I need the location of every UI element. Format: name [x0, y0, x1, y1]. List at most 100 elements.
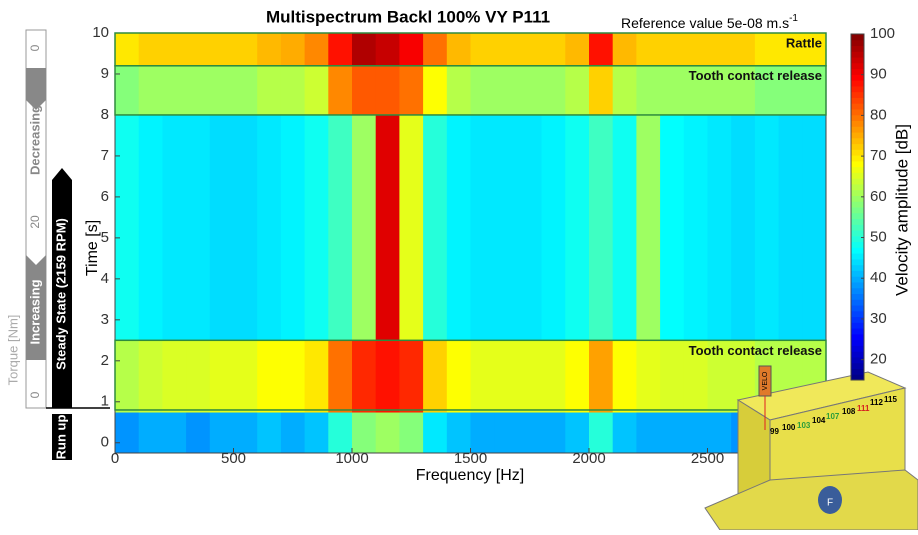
- heat-cell: [707, 340, 732, 413]
- heat-cell: [565, 33, 590, 67]
- heat-cell: [589, 340, 614, 413]
- colorbar-step: [851, 149, 864, 156]
- heat-cell: [589, 114, 614, 341]
- colorbar-step: [851, 374, 864, 381]
- sensor-point-label: 111: [857, 404, 870, 413]
- torque-arrow: [26, 68, 46, 110]
- heat-cell: [375, 340, 400, 413]
- heat-cell: [636, 412, 661, 454]
- heat-cell: [186, 33, 211, 67]
- heat-cell: [375, 114, 400, 341]
- colorbar-tick-label: 40: [870, 269, 887, 286]
- heat-cell: [233, 65, 258, 116]
- heat-cell: [494, 114, 519, 341]
- colorbar-frame: [850, 33, 865, 381]
- heat-cell: [802, 33, 827, 67]
- heat-cell: [541, 412, 566, 454]
- colorbar-tick-label: 50: [870, 228, 887, 245]
- colorbar-tick-label: 70: [870, 147, 887, 164]
- heat-cell: [257, 412, 282, 454]
- heat-cell: [280, 65, 306, 116]
- torque-phase: Increasing: [27, 279, 42, 344]
- heat-cell: [115, 340, 140, 413]
- colorbar-step: [851, 34, 864, 41]
- heat-cell: [162, 340, 187, 413]
- heat-cell: [115, 33, 140, 67]
- heat-cell: [115, 114, 140, 341]
- heat-cell: [612, 65, 637, 116]
- colorbar-step: [851, 143, 864, 150]
- heat-cell: [636, 65, 661, 116]
- colorbar-tick-label: 90: [870, 66, 887, 83]
- heat-cell: [754, 33, 780, 67]
- torque-value: 20: [28, 215, 42, 229]
- heat-cell: [446, 33, 471, 67]
- colorbar-step: [851, 299, 864, 306]
- chart-title: Multispectrum Backl 100% VY P111: [266, 7, 550, 26]
- heat-cell: [778, 65, 803, 116]
- heat-cell: [352, 412, 377, 454]
- heat-cell: [541, 114, 566, 341]
- heat-cell: [446, 340, 471, 413]
- heat-cell: [138, 65, 163, 116]
- colorbar-step: [851, 132, 864, 139]
- heat-cell: [517, 340, 543, 413]
- sensor-point-label: 100: [782, 423, 796, 432]
- colorbar-step: [851, 45, 864, 52]
- colorbar-step: [851, 97, 864, 104]
- heat-cell: [494, 65, 519, 116]
- colorbar-tick-label: 20: [870, 351, 887, 368]
- heat-cell: [754, 65, 780, 116]
- colorbar-step: [851, 281, 864, 289]
- heat-cell: [186, 114, 211, 341]
- colorbar-step: [851, 276, 864, 283]
- heat-cell: [304, 114, 329, 341]
- heat-cell: [423, 412, 448, 454]
- x-tick-label: 1500: [454, 450, 487, 467]
- colorbar-step: [851, 356, 864, 364]
- heat-cell: [636, 114, 661, 341]
- y-tick-label: 3: [101, 311, 109, 328]
- region-label: Rattle: [786, 35, 822, 50]
- heat-cell: [731, 65, 756, 116]
- heat-cell: [517, 412, 543, 454]
- y-tick-label: 10: [92, 24, 109, 41]
- heat-cell: [683, 340, 708, 413]
- heat-cell: [541, 65, 566, 116]
- colorbar-step: [851, 155, 864, 162]
- y-tick-label: 8: [101, 106, 109, 123]
- heat-cell: [612, 114, 637, 341]
- heat-cell: [138, 114, 163, 341]
- colorbar-label: Velocity amplitude [dB]: [892, 124, 911, 296]
- heat-cell: [115, 65, 140, 116]
- heat-cell: [280, 340, 306, 413]
- colorbar-step: [851, 258, 864, 266]
- heat-cell: [352, 340, 377, 413]
- colorbar-step: [851, 207, 864, 214]
- heat-cell: [589, 33, 614, 67]
- colorbar-step: [851, 68, 864, 75]
- heat-cell: [257, 33, 282, 67]
- heat-cell: [802, 114, 827, 341]
- colorbar-step: [851, 201, 864, 208]
- heat-cell: [423, 114, 448, 341]
- colorbar-step: [851, 345, 864, 352]
- heat-cell: [328, 33, 353, 67]
- heat-cell: [660, 33, 685, 67]
- colorbar-step: [851, 270, 864, 277]
- heat-cell: [517, 114, 543, 341]
- heat-cell: [304, 340, 329, 413]
- heat-cell: [352, 33, 377, 67]
- heat-cell: [660, 65, 685, 116]
- heat-cell: [470, 65, 495, 116]
- run-up-label: Run up: [53, 415, 68, 460]
- y-axis-label: Time [s]: [84, 220, 101, 276]
- colorbar-step: [851, 166, 864, 173]
- heat-cell: [257, 340, 282, 413]
- heat-cell: [138, 412, 163, 454]
- colorbar-step: [851, 160, 864, 168]
- colorbar-step: [851, 80, 864, 87]
- steady-state-label: Steady State (2159 RPM): [53, 218, 68, 370]
- colorbar-step: [851, 316, 864, 323]
- y-tick-label: 9: [101, 65, 109, 82]
